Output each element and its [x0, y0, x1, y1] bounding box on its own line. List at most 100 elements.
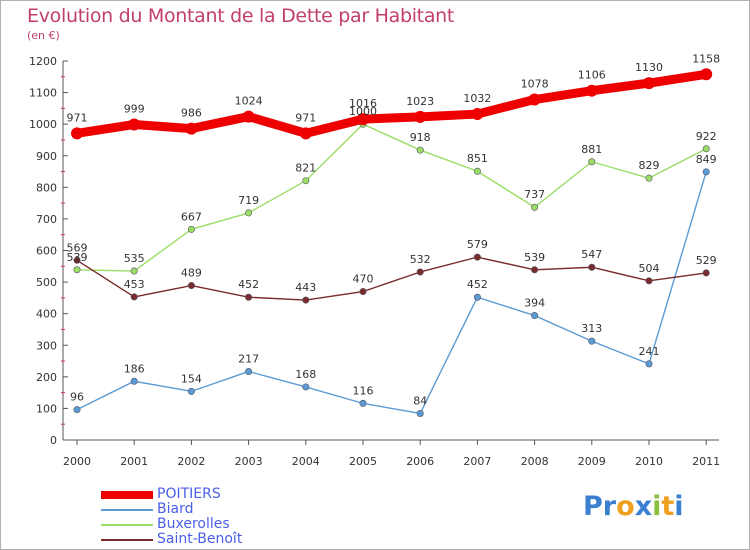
- data-label: 394: [524, 297, 545, 310]
- data-label: 1158: [692, 52, 720, 65]
- data-label: 851: [467, 152, 488, 165]
- data-point: [302, 296, 310, 304]
- y-tick-label: 400: [36, 308, 57, 321]
- data-label: 1016: [349, 97, 377, 110]
- legend-swatch: [101, 523, 153, 526]
- data-label: 667: [181, 210, 202, 223]
- data-point: [242, 110, 255, 123]
- logo-letter: r: [602, 491, 617, 522]
- y-tick-label: 600: [36, 245, 57, 258]
- data-point: [645, 360, 653, 368]
- data-point: [130, 293, 138, 301]
- data-point: [473, 253, 481, 261]
- data-label: 719: [238, 194, 259, 207]
- data-point: [528, 93, 541, 106]
- data-point: [299, 127, 312, 140]
- data-label: 489: [181, 267, 202, 280]
- data-point: [73, 256, 81, 264]
- data-label: 1106: [578, 69, 606, 82]
- series-line-poitiers: [72, 69, 711, 138]
- data-point: [473, 167, 481, 175]
- x-tick-label: 2010: [635, 455, 663, 468]
- data-label: 737: [524, 188, 545, 201]
- data-point: [645, 277, 653, 285]
- data-label: 821: [295, 162, 316, 175]
- y-tick-label: 1000: [29, 118, 57, 131]
- data-point: [359, 399, 367, 407]
- data-point: [702, 168, 710, 176]
- data-point: [359, 288, 367, 296]
- data-label: 829: [639, 159, 660, 172]
- data-point: [302, 383, 310, 391]
- y-tick-label: 100: [36, 402, 57, 415]
- data-point: [73, 406, 81, 414]
- proxiti-logo: Proxiti: [583, 491, 684, 522]
- data-point: [702, 269, 710, 277]
- data-label: 116: [353, 384, 374, 397]
- logo-letter: i: [674, 491, 684, 522]
- data-label: 452: [467, 278, 488, 291]
- data-label: 881: [581, 143, 602, 156]
- y-tick-label: 200: [36, 371, 57, 384]
- data-point: [416, 146, 424, 154]
- legend-item: Buxerolles: [101, 517, 242, 532]
- data-label: 529: [696, 254, 717, 267]
- logo-letter: i: [652, 491, 662, 522]
- data-point: [416, 409, 424, 417]
- y-tick-label: 1100: [29, 87, 57, 100]
- data-point: [302, 177, 310, 185]
- data-point: [416, 268, 424, 276]
- data-point: [473, 293, 481, 301]
- data-label: 313: [581, 322, 602, 335]
- data-label: 84: [413, 394, 427, 407]
- data-label: 539: [524, 251, 545, 264]
- data-point: [187, 282, 195, 290]
- data-point: [185, 122, 198, 135]
- logo-letter: P: [583, 491, 603, 522]
- logo-letter: o: [616, 491, 635, 522]
- x-tick-label: 2009: [578, 455, 606, 468]
- data-point: [245, 293, 253, 301]
- data-point: [588, 263, 596, 271]
- data-point: [71, 127, 83, 140]
- data-point: [245, 367, 253, 375]
- x-tick-label: 2000: [63, 455, 91, 468]
- x-tick-label: 2002: [177, 455, 205, 468]
- legend-label: Buxerolles: [157, 516, 230, 532]
- chart-title: Evolution du Montant de la Dette par Hab…: [27, 5, 455, 27]
- data-label: 986: [181, 107, 202, 120]
- data-label: 443: [295, 281, 316, 294]
- data-point: [245, 209, 253, 217]
- data-label: 154: [181, 372, 202, 385]
- y-tick-label: 800: [36, 181, 57, 194]
- legend-swatch: [101, 538, 153, 541]
- data-label: 1078: [521, 78, 549, 91]
- data-point: [471, 108, 484, 121]
- data-point: [588, 337, 596, 345]
- y-tick-label: 1200: [29, 55, 57, 68]
- data-label: 918: [410, 131, 431, 144]
- data-point: [700, 68, 713, 81]
- data-label: 539: [67, 251, 88, 264]
- legend-item: Saint-Benoît: [101, 532, 242, 547]
- data-label: 971: [295, 111, 316, 124]
- x-tick-label: 2006: [406, 455, 434, 468]
- y-tick-label: 500: [36, 276, 57, 289]
- data-label: 1024: [235, 95, 263, 108]
- data-label: 999: [124, 102, 145, 115]
- data-point: [588, 158, 596, 166]
- data-point: [128, 118, 141, 131]
- legend-label: POITIERS: [157, 486, 221, 502]
- data-point: [187, 225, 195, 233]
- data-label: 452: [238, 278, 259, 291]
- x-tick-label: 2007: [463, 455, 491, 468]
- data-point: [702, 145, 710, 153]
- data-label: 971: [67, 111, 88, 124]
- data-point: [73, 266, 81, 274]
- legend-item: POITIERS: [101, 487, 242, 502]
- data-label: 579: [467, 238, 488, 251]
- legend-swatch: [101, 490, 153, 499]
- series-line-biard: [76, 171, 707, 415]
- series-line-buxerolles: [76, 123, 707, 272]
